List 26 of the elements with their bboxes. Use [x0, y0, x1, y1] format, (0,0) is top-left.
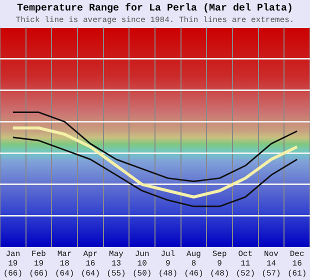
x-tick-label: Dec — [290, 250, 304, 260]
data-label: 19 (66) — [3, 260, 23, 278]
data-label: 16 (64) — [80, 260, 100, 278]
x-tick-label: Mar — [57, 250, 72, 260]
x-tick-label: Aug — [186, 250, 202, 260]
data-label: 18 (64) — [54, 260, 74, 278]
x-tick-label: Feb — [32, 250, 46, 260]
x-tick-label: May — [109, 250, 124, 260]
chart-title: Temperature Range for La Perla (Mar del Plata) — [16, 2, 294, 15]
data-label: 14 (57) — [262, 260, 281, 278]
x-tick-label: Apr — [83, 250, 98, 260]
x-tick-label: Jul — [160, 250, 176, 260]
data-label: 16 (61) — [287, 260, 307, 278]
x-tick-label: Jun — [134, 250, 150, 260]
x-tick-label: Sep — [212, 250, 227, 260]
x-tick-label: Nov — [264, 250, 279, 260]
chart-subtitle: Thick line is average since 1984. Thin lines are extremes. — [16, 16, 294, 25]
x-tick-label: Oct — [238, 250, 253, 260]
data-label: 19 (66) — [29, 260, 48, 278]
data-label: 11 (52) — [236, 260, 256, 278]
data-label: 13 (55) — [106, 260, 126, 278]
data-label: 9 (48) — [158, 260, 178, 278]
data-label: 8 (46) — [184, 260, 204, 278]
x-tick-label: Jan — [6, 250, 20, 260]
data-label: 9 (48) — [210, 260, 230, 278]
data-label: 10 (50) — [132, 260, 152, 278]
